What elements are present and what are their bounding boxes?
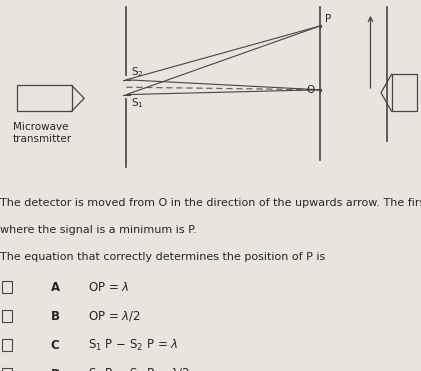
Text: The detector is moved from O in the direction of the upwards arrow. The first po: The detector is moved from O in the dire… <box>0 198 421 209</box>
Text: S$_1$ P − S$_2$ P = $\lambda$/2: S$_1$ P − S$_2$ P = $\lambda$/2 <box>88 367 190 371</box>
Text: S$_2$: S$_2$ <box>131 65 144 79</box>
Text: where the signal is a minimum is P.: where the signal is a minimum is P. <box>0 225 197 235</box>
Text: B: B <box>51 310 59 323</box>
Text: OP = $\lambda$: OP = $\lambda$ <box>88 281 130 294</box>
Text: S$_1$ P − S$_2$ P = $\lambda$: S$_1$ P − S$_2$ P = $\lambda$ <box>88 338 179 353</box>
Text: S$_1$: S$_1$ <box>131 96 144 109</box>
Text: P: P <box>325 14 331 24</box>
Bar <box>2 310 12 322</box>
Bar <box>2 281 12 293</box>
Bar <box>17 85 72 111</box>
Text: OP = $\lambda$/2: OP = $\lambda$/2 <box>88 309 141 323</box>
Bar <box>2 368 12 371</box>
Text: D: D <box>51 368 60 371</box>
Bar <box>2 339 12 351</box>
Text: Microwave
transmitter: Microwave transmitter <box>13 122 72 144</box>
Text: A: A <box>51 281 60 294</box>
Text: O: O <box>306 85 314 95</box>
Text: The equation that correctly determines the position of P is: The equation that correctly determines t… <box>0 252 325 262</box>
Bar <box>392 74 417 111</box>
Text: C: C <box>51 339 59 352</box>
